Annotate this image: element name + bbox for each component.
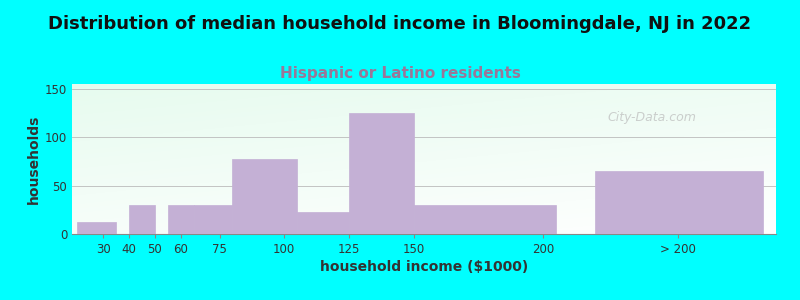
Bar (595, 171, 763, 234)
Bar (77, 222, 116, 234)
Bar (349, 113, 414, 234)
Bar (233, 158, 297, 234)
Text: Hispanic or Latino residents: Hispanic or Latino residents (279, 66, 521, 81)
Bar (129, 205, 155, 234)
X-axis label: household income ($1000): household income ($1000) (320, 260, 528, 274)
Bar (194, 205, 233, 234)
Bar (414, 205, 556, 234)
Y-axis label: households: households (26, 114, 41, 204)
Bar (168, 205, 194, 234)
Bar (297, 212, 349, 234)
Text: City-Data.com: City-Data.com (607, 110, 696, 124)
Text: Distribution of median household income in Bloomingdale, NJ in 2022: Distribution of median household income … (49, 15, 751, 33)
